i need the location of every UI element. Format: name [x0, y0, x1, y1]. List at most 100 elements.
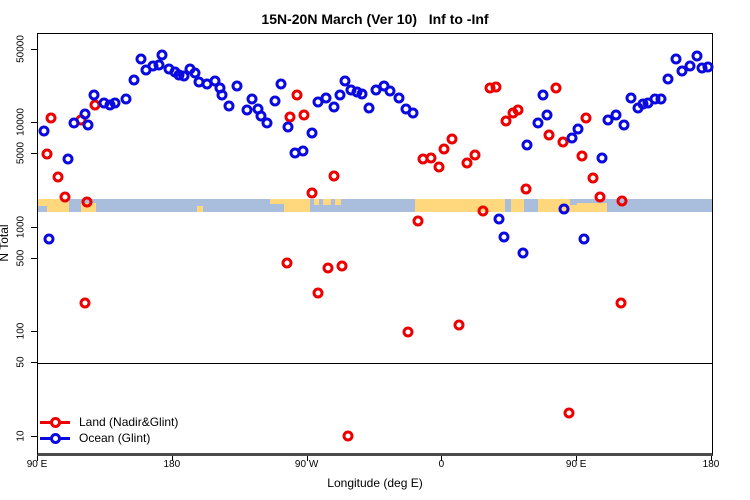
data-point-land [563, 407, 575, 419]
data-point-land [500, 115, 512, 127]
x-axis-tick-label: 180 [163, 459, 181, 470]
data-point-ocean [156, 49, 168, 61]
data-point-land [520, 183, 532, 195]
data-point-ocean [670, 53, 682, 65]
data-point-ocean [363, 102, 375, 114]
data-point-land [580, 112, 592, 124]
data-point-land [512, 104, 524, 116]
data-point-land [298, 109, 310, 121]
data-point-land [425, 152, 437, 164]
y-axis-tick [31, 226, 37, 228]
data-point-ocean [384, 85, 396, 97]
legend-label-ocean: Ocean (Glint) [79, 431, 151, 445]
y-axis-tick-label: 10 [15, 429, 27, 442]
data-point-land [433, 161, 445, 173]
data-point-ocean [572, 123, 584, 135]
map-band-land [415, 199, 506, 212]
data-point-land [52, 171, 64, 183]
data-point-land [306, 187, 318, 199]
data-point-ocean [328, 101, 339, 113]
data-point-ocean [691, 50, 703, 62]
data-point-ocean [43, 233, 55, 245]
data-point-ocean [702, 61, 714, 73]
data-point-ocean [216, 89, 228, 101]
ocean-series-symbol [40, 432, 70, 444]
x-axis-tick [711, 456, 712, 461]
plot-area [37, 33, 714, 456]
map-band-ocean [38, 199, 712, 212]
data-point-ocean [231, 80, 243, 92]
data-point-land [490, 81, 502, 93]
data-point-land [59, 191, 71, 203]
x-axis-tick-label: 90 E [26, 459, 48, 470]
data-point-land [576, 150, 588, 162]
data-point-ocean [558, 203, 570, 215]
map-band-land [196, 206, 203, 212]
data-point-ocean [320, 92, 332, 104]
data-point-land [550, 82, 562, 94]
data-point-ocean [655, 93, 667, 105]
data-point-land [322, 262, 334, 274]
y-axis-tick-label: 500 [15, 249, 27, 267]
map-band-land [322, 199, 331, 205]
data-point-ocean [109, 97, 121, 109]
map-band-land [577, 202, 608, 212]
y-axis-title: N Total [0, 224, 11, 261]
data-point-ocean [596, 152, 608, 164]
data-point-ocean [82, 119, 94, 131]
data-point-ocean [662, 73, 674, 85]
data-point-ocean [297, 145, 309, 157]
data-point-ocean [68, 117, 80, 129]
map-band-land [270, 199, 284, 204]
data-point-ocean [62, 153, 74, 165]
data-point-land [312, 287, 324, 299]
land-series-marker-icon [50, 416, 61, 428]
legend-label-land: Land (Nadir&Glint) [79, 415, 179, 429]
y-axis-tick [31, 257, 37, 259]
data-point-ocean [255, 110, 267, 122]
data-point-ocean [541, 109, 553, 121]
map-band-land [569, 204, 578, 212]
data-point-land [45, 112, 57, 124]
x-axis-tick-label: 90 E [565, 459, 587, 470]
data-point-land [81, 196, 93, 208]
data-point-ocean [339, 75, 351, 87]
data-point-ocean [407, 107, 419, 119]
ocean-series-marker-icon [50, 432, 61, 444]
data-point-ocean [38, 125, 50, 137]
data-point-ocean [223, 100, 235, 112]
data-point-ocean [334, 89, 345, 101]
reference-line [38, 363, 712, 365]
y-axis-tick-label: 50 [15, 356, 27, 369]
map-band-land [511, 199, 525, 212]
data-point-land [477, 205, 489, 217]
data-point-ocean [241, 104, 253, 116]
x-axis-tick [306, 456, 308, 461]
data-point-ocean [517, 247, 529, 259]
legend-item-land: Land (Nadir&Glint) [40, 414, 178, 430]
data-point-ocean [578, 233, 590, 245]
y-axis-tick-label: 1000 [15, 215, 27, 238]
data-point-ocean [275, 78, 287, 90]
data-point-ocean [153, 59, 165, 71]
data-point-ocean [493, 213, 505, 225]
data-point-land [41, 148, 53, 160]
data-point-ocean [306, 127, 318, 139]
data-point-land [616, 195, 628, 207]
data-point-land [412, 215, 424, 227]
data-point-ocean [625, 92, 637, 104]
data-point-land [446, 133, 458, 145]
x-axis-tick [576, 456, 578, 461]
data-point-ocean [128, 74, 140, 86]
y-axis-tick [31, 48, 37, 50]
data-point-ocean [566, 132, 578, 144]
data-point-ocean [135, 53, 147, 65]
map-band-ocean-notch [38, 206, 47, 212]
x-axis-tick [441, 456, 443, 461]
data-point-land [461, 157, 473, 169]
x-axis-tick [171, 456, 173, 461]
data-point-ocean [282, 121, 294, 133]
data-point-land [336, 260, 348, 272]
data-point-ocean [178, 70, 190, 82]
y-axis-tick-label: 100 [15, 322, 27, 340]
